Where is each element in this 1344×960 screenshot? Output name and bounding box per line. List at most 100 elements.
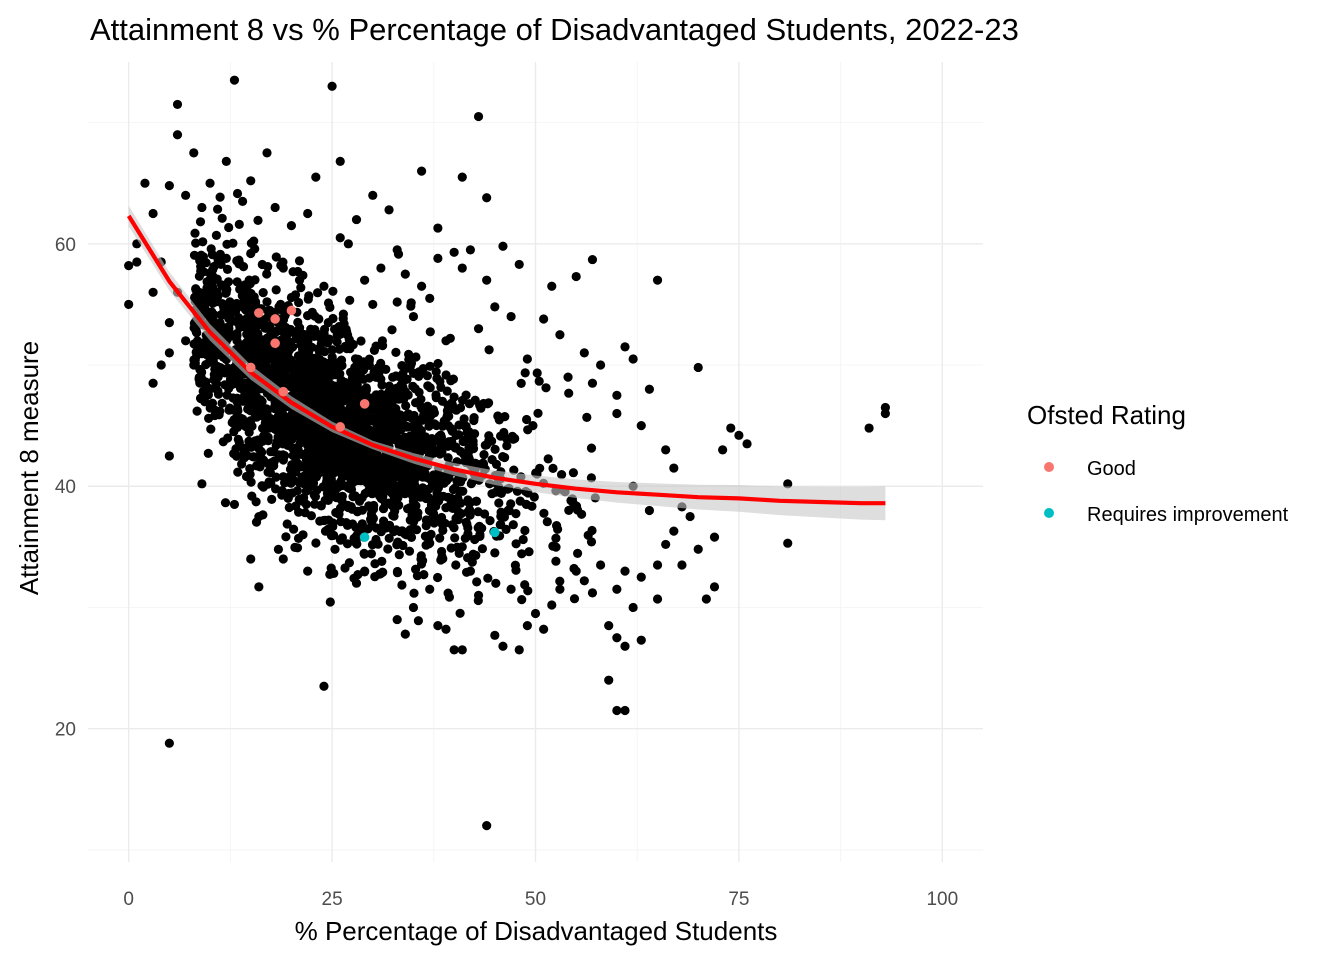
data-point: [205, 178, 215, 188]
data-point: [350, 476, 360, 486]
data-point: [400, 475, 410, 485]
data-point: [217, 213, 227, 223]
data-point: [194, 287, 205, 298]
plot-grid: [88, 62, 983, 862]
data-point: [335, 233, 345, 243]
data-point: [473, 111, 484, 122]
data-point: [298, 530, 308, 540]
x-axis-ticks: 0 25 50 75 100: [123, 889, 958, 910]
data-point: [195, 217, 206, 227]
data-point: [454, 430, 464, 440]
data-point: [532, 368, 542, 378]
data-point: [272, 362, 282, 372]
data-point: [370, 559, 380, 569]
data-point: [552, 521, 562, 531]
data-point: [181, 190, 191, 200]
data-point: [303, 208, 313, 219]
data-point: [291, 333, 301, 344]
data-point: [324, 336, 334, 346]
data-point: [418, 364, 428, 374]
data-point: [376, 389, 386, 399]
data-point: [258, 423, 268, 433]
data-point: [421, 521, 431, 531]
data-point: [383, 544, 393, 554]
data-point: [376, 568, 386, 579]
data-point: [487, 455, 497, 465]
data-point: [394, 383, 404, 393]
data-point: [407, 480, 417, 490]
data-point: [734, 430, 744, 440]
data-point: [508, 520, 518, 530]
data-point: [207, 398, 218, 408]
data-point: [351, 214, 362, 225]
data-point: [441, 336, 451, 346]
data-point: [232, 188, 243, 199]
data-point: [403, 390, 413, 400]
data-point: [360, 566, 370, 576]
data-point: [461, 390, 471, 400]
data-point: [620, 566, 630, 576]
data-point: [273, 544, 283, 555]
data-point: [401, 412, 411, 422]
data-point-good: [270, 338, 280, 349]
data-point: [425, 327, 435, 337]
data-point: [321, 402, 331, 412]
data-point: [286, 221, 297, 231]
data-point: [586, 473, 597, 483]
data-point: [401, 530, 411, 540]
data-point: [284, 488, 294, 499]
data-point: [241, 314, 251, 324]
data-point: [522, 354, 532, 364]
x-axis-title: % Percentage of Disadvantaged Students: [295, 916, 778, 946]
data-point: [498, 241, 508, 251]
data-point: [431, 367, 441, 377]
data-point: [485, 516, 495, 526]
data-point: [390, 421, 400, 431]
chart-title: Attainment 8 vs % Percentage of Disadvan…: [90, 12, 1019, 47]
data-point: [303, 566, 313, 576]
data-point: [709, 532, 720, 542]
data-point: [202, 388, 212, 398]
data-point: [677, 560, 687, 570]
fit-line-group: [126, 214, 886, 506]
data-point: [364, 447, 374, 457]
data-point: [410, 441, 420, 451]
data-point: [282, 519, 292, 529]
data-point: [342, 539, 353, 549]
data-point: [636, 635, 646, 645]
data-point: [404, 546, 415, 556]
data-point: [586, 443, 597, 453]
data-point: [195, 378, 205, 388]
data-point: [416, 559, 427, 569]
data-point: [202, 340, 212, 350]
data-point: [270, 401, 280, 412]
data-point: [233, 434, 243, 444]
data-point: [295, 323, 305, 333]
data-point: [543, 454, 553, 464]
data-point: [341, 466, 351, 476]
data-point: [443, 421, 453, 431]
data-point: [392, 297, 402, 307]
data-point: [433, 223, 443, 233]
data-point-good: [359, 399, 370, 409]
data-point: [266, 478, 276, 488]
data-point: [215, 318, 225, 328]
data-point: [216, 309, 227, 320]
data-point: [482, 193, 492, 203]
data-point: [267, 458, 277, 468]
data-point: [254, 344, 264, 354]
data-point: [276, 299, 286, 309]
data-point: [442, 386, 452, 396]
data-point: [261, 323, 271, 333]
data-point: [247, 421, 257, 431]
data-point: [490, 548, 500, 558]
data-point: [267, 494, 277, 504]
data-point: [164, 181, 174, 191]
data-point: [278, 367, 288, 377]
data-point: [448, 484, 458, 495]
data-point: [454, 496, 464, 506]
data-point: [218, 437, 228, 447]
data-point: [496, 519, 506, 530]
data-point-good: [254, 308, 264, 318]
